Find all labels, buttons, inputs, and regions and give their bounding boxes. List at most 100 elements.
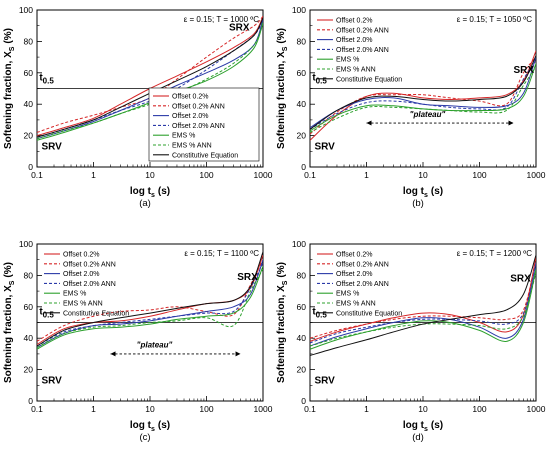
series-line-3 bbox=[310, 59, 536, 130]
x-axis-label: log ts (s) bbox=[403, 420, 443, 433]
annotation-srx: SRX bbox=[510, 274, 531, 285]
panel-b: 0.1 1 10 100 1000 0 20 40 60 80 100 log ts (s) Soften… bbox=[276, 5, 546, 209]
legend-entry: EMS % bbox=[336, 57, 359, 64]
y-tick-label: 40 bbox=[24, 99, 34, 109]
x-tick-label: 10 bbox=[145, 170, 155, 180]
legend-entry: Offset 2.0% bbox=[336, 271, 372, 278]
condition-label: ε = 0.15; T = 1050 ºC bbox=[457, 15, 533, 24]
panel-a: 0.1 1 10 100 1000 0 20 40 60 80 100 log ts (s) Soften… bbox=[3, 5, 273, 209]
series-line-3 bbox=[37, 262, 263, 347]
plateau-label: "plateau" bbox=[410, 110, 446, 119]
x-tick-label: 100 bbox=[472, 404, 486, 414]
legend-entry: Offset 2.0% ANN bbox=[336, 47, 389, 54]
legend-entry: Constitutive Equation bbox=[336, 76, 402, 83]
x-tick-label: 10 bbox=[418, 170, 428, 180]
annotation-srv: SRV bbox=[41, 142, 62, 153]
annotation-srv: SRV bbox=[41, 376, 62, 387]
legend-entry: Offset 2.0% bbox=[63, 271, 99, 278]
y-tick-label: 20 bbox=[297, 131, 307, 141]
legend-entry: Offset 0.2% bbox=[336, 18, 372, 25]
y-tick-label: 20 bbox=[24, 365, 34, 375]
legend-entry: Offset 2.0% ANN bbox=[336, 281, 389, 288]
series-group bbox=[310, 254, 536, 356]
y-tick-label: 80 bbox=[24, 270, 34, 280]
series-group bbox=[310, 50, 536, 141]
annotation-srx: SRX bbox=[514, 65, 535, 76]
x-tick-label: 0.1 bbox=[31, 170, 43, 180]
x-tick-label: 100 bbox=[199, 170, 213, 180]
legend-entry: Offset 0.2% ANN bbox=[63, 261, 116, 268]
legend-entry: EMS % ANN bbox=[336, 67, 376, 74]
legend-entry: Offset 0.2% bbox=[336, 252, 372, 259]
condition-label: ε = 0.15; T = 1200 ºC bbox=[457, 249, 533, 258]
t05-label: t0.5 bbox=[39, 73, 54, 86]
y-tick-label: 20 bbox=[297, 365, 307, 375]
y-tick-label: 40 bbox=[297, 333, 307, 343]
plateau-arrow-right bbox=[235, 351, 241, 357]
x-tick-label: 1000 bbox=[527, 404, 546, 414]
x-tick-label: 1 bbox=[91, 170, 96, 180]
y-tick-label: 60 bbox=[24, 302, 34, 312]
y-tick-label: 0 bbox=[28, 162, 33, 172]
annotation-srx: SRX bbox=[237, 272, 258, 283]
legend-entry: Offset 2.0% bbox=[172, 113, 208, 120]
y-tick-label: 60 bbox=[297, 302, 307, 312]
panel-caption: (b) bbox=[412, 198, 424, 209]
legend-entry: Offset 2.0% ANN bbox=[172, 123, 225, 130]
y-axis-label: Softening fraction, XS(%) bbox=[276, 262, 289, 383]
y-tick-label: 100 bbox=[292, 239, 306, 249]
y-tick-label: 0 bbox=[28, 396, 33, 406]
y-tick-label: 100 bbox=[19, 5, 33, 15]
legend-entry: EMS % bbox=[172, 133, 195, 140]
legend-entry: Offset 0.2% ANN bbox=[336, 261, 389, 268]
legend-entry: EMS % ANN bbox=[63, 301, 103, 308]
plateau-arrow-left bbox=[110, 351, 116, 357]
x-tick-label: 1 bbox=[364, 404, 369, 414]
plateau-arrow-right bbox=[508, 120, 514, 126]
legend: Offset 0.2% Offset 0.2% ANN Offset 2.0% Off… bbox=[317, 18, 402, 83]
series-line-2 bbox=[310, 56, 536, 129]
x-tick-label: 1000 bbox=[254, 404, 273, 414]
condition-label: ε = 0.15; T = 1100 ºC bbox=[184, 249, 259, 258]
panel-d: 0.1 1 10 100 1000 0 20 40 60 80 100 log ts (s) Soften… bbox=[276, 239, 546, 443]
x-tick-label: 1 bbox=[364, 170, 369, 180]
y-tick-label: 0 bbox=[301, 396, 306, 406]
series-line-0 bbox=[310, 50, 536, 141]
series-line-0 bbox=[37, 16, 263, 137]
series-line-6 bbox=[37, 17, 263, 138]
legend-entry: Constitutive Equation bbox=[63, 310, 129, 317]
y-tick-label: 0 bbox=[301, 162, 306, 172]
series-line-4 bbox=[310, 269, 536, 350]
x-axis-label: log ts (s) bbox=[403, 186, 443, 199]
y-tick-label: 60 bbox=[24, 68, 34, 78]
legend-entry: Offset 0.2% ANN bbox=[336, 27, 389, 34]
x-axis-label: log ts (s) bbox=[130, 420, 170, 433]
series-group bbox=[37, 251, 263, 350]
y-tick-label: 20 bbox=[24, 131, 34, 141]
series-line-2 bbox=[310, 262, 536, 347]
annotation-srv: SRV bbox=[314, 142, 335, 153]
x-tick-label: 0.1 bbox=[304, 170, 316, 180]
legend-box bbox=[148, 87, 260, 162]
legend: Offset 0.2% Offset 0.2% ANN Offset 2.0% Off… bbox=[148, 87, 260, 162]
x-tick-label: 10 bbox=[145, 404, 155, 414]
plateau-arrow-left bbox=[366, 120, 372, 126]
series-line-2 bbox=[37, 259, 263, 349]
condition-label: ε = 0.15; T = 1000 ºC bbox=[184, 15, 260, 24]
x-tick-label: 1 bbox=[91, 404, 96, 414]
series-line-5 bbox=[310, 66, 536, 133]
y-tick-label: 60 bbox=[297, 68, 307, 78]
legend-entry: Constitutive Equation bbox=[172, 152, 238, 159]
series-line-6 bbox=[37, 251, 263, 347]
annotation-srx: SRX bbox=[229, 22, 250, 33]
legend-entry: Offset 0.2% bbox=[172, 94, 208, 101]
x-tick-label: 1000 bbox=[527, 170, 546, 180]
y-tick-label: 100 bbox=[292, 5, 306, 15]
t05-label: t0.5 bbox=[312, 307, 327, 320]
x-tick-label: 100 bbox=[472, 170, 486, 180]
y-tick-label: 80 bbox=[297, 270, 307, 280]
panel-caption: (d) bbox=[412, 432, 424, 443]
y-axis-label: Softening fraction, XS(%) bbox=[276, 28, 289, 149]
y-tick-label: 40 bbox=[24, 333, 34, 343]
